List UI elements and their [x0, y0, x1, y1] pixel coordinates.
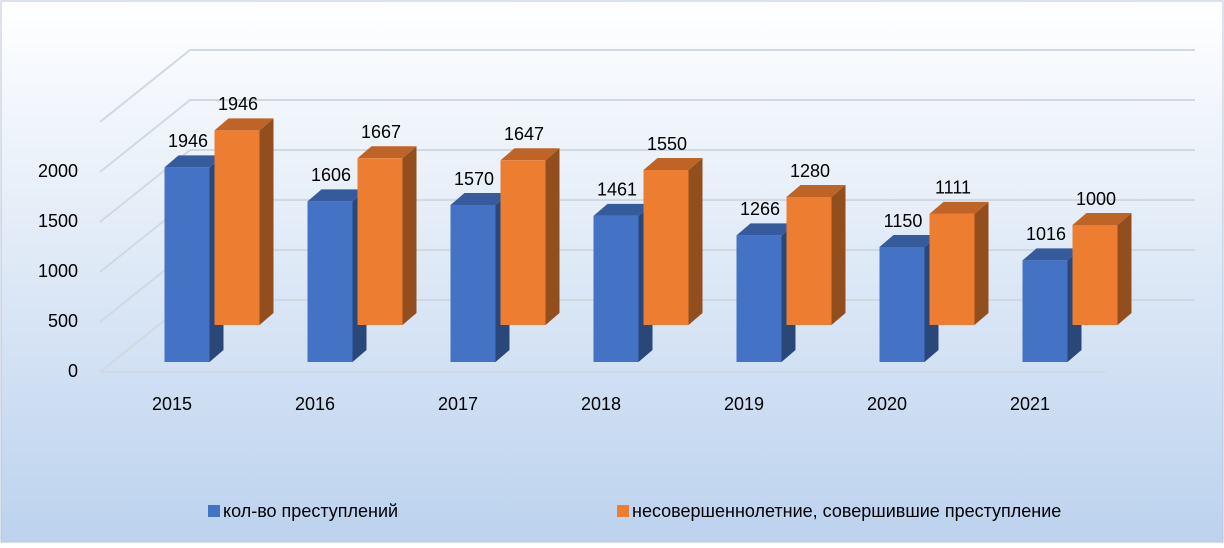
data-label: 1111: [935, 178, 971, 198]
bar-top: [450, 193, 510, 205]
bar-side: [259, 118, 274, 326]
bar: [214, 130, 260, 325]
bar-top: [214, 118, 274, 131]
bar: [164, 167, 210, 362]
grid-line: [99, 99, 1195, 173]
y-tick-label: 1500: [38, 211, 78, 231]
y-tick-label: 1000: [38, 261, 78, 281]
x-tick-label: 2018: [581, 394, 621, 414]
legend-label: несовершеннолетние, совершившие преступл…: [632, 501, 1061, 521]
x-tick-label: 2019: [724, 394, 764, 414]
bar: [736, 235, 782, 362]
bar: [929, 213, 975, 325]
bar: [786, 197, 832, 325]
bar-top: [307, 189, 367, 202]
data-label: 1946: [218, 94, 258, 114]
bar-side: [974, 201, 989, 325]
bar: [307, 201, 353, 362]
bar-top: [879, 235, 939, 247]
bar-side: [831, 185, 846, 325]
x-tick-label: 2020: [867, 394, 907, 414]
bar: [643, 170, 689, 325]
legend-label: кол-во преступлений: [223, 501, 398, 521]
bar-side: [688, 158, 703, 325]
x-tick-label: 2021: [1010, 394, 1050, 414]
bar: [357, 158, 403, 325]
bar-top: [736, 223, 796, 236]
bar-side: [545, 148, 560, 325]
data-label: 1647: [504, 124, 544, 144]
bar-top: [500, 148, 560, 161]
bar-top: [164, 155, 224, 168]
bar-top: [357, 146, 417, 159]
data-label: 1461: [597, 180, 637, 200]
data-label: 1280: [790, 161, 830, 181]
bar-top: [643, 158, 703, 170]
x-tick-label: 2016: [295, 394, 335, 414]
bar: [450, 205, 496, 362]
bar: [593, 215, 639, 362]
bar: [1022, 260, 1068, 362]
bar-top: [593, 203, 653, 216]
bar-top: [929, 201, 989, 214]
x-tick-label: 2017: [438, 394, 478, 414]
bar: [1072, 225, 1118, 325]
bar: [500, 160, 546, 325]
grid-line: [99, 149, 1195, 223]
data-label: 1550: [647, 134, 687, 154]
bar-side: [402, 146, 417, 325]
bar: [879, 247, 925, 362]
bar-top: [786, 185, 846, 197]
data-label: 1570: [454, 169, 494, 189]
data-label: 1946: [168, 131, 208, 151]
bar-side: [1117, 213, 1132, 325]
bar-top: [1022, 248, 1082, 261]
legend-swatch: [617, 505, 629, 517]
y-tick-label: 2000: [38, 161, 78, 181]
data-label: 1016: [1026, 224, 1066, 244]
data-label: 1606: [311, 165, 351, 185]
data-label: 1667: [361, 122, 401, 142]
data-label: 1150: [884, 211, 923, 231]
x-tick-label: 2015: [152, 394, 192, 414]
bar-top: [1072, 213, 1132, 225]
y-tick-label: 500: [48, 311, 78, 331]
data-label: 1266: [740, 199, 780, 219]
legend-swatch: [208, 505, 220, 517]
y-tick-label: 0: [68, 361, 78, 381]
grid-line: [99, 49, 1195, 123]
data-label: 1000: [1076, 189, 1116, 209]
